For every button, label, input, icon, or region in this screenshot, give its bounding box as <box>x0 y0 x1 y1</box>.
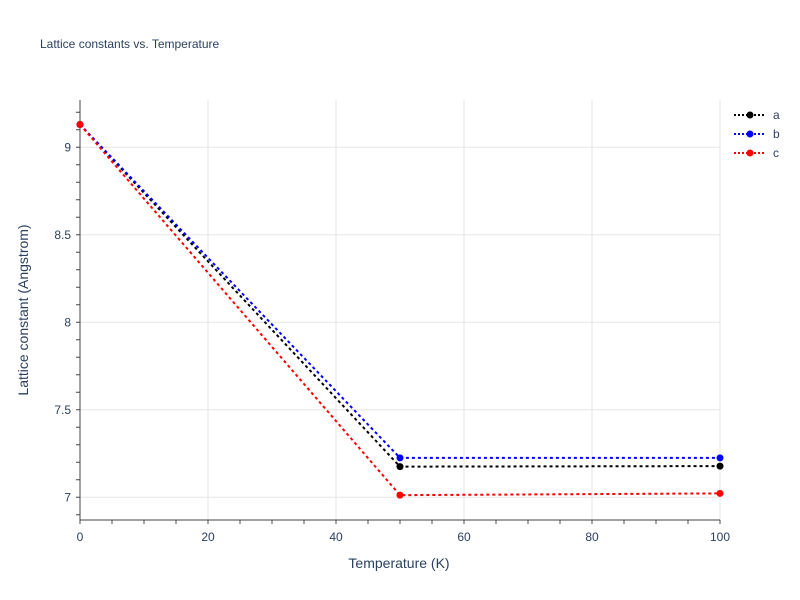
x-tick-label: 0 <box>77 530 84 544</box>
data-point-a <box>396 463 404 471</box>
grid <box>80 100 721 520</box>
y-tick-label: 8.5 <box>54 228 71 242</box>
x-axis-label: Temperature (K) <box>348 555 449 571</box>
series-line-b <box>79 123 720 459</box>
data-point-c <box>76 121 84 128</box>
y-axis-label: Lattice constant (Angstrom) <box>15 224 31 395</box>
axes: 0 20 40 60 80 100 7 7.5 8 8.5 9 <box>54 100 730 544</box>
data-point-b <box>396 454 404 462</box>
legend-marker-c <box>734 149 766 156</box>
legend-label-a: a <box>773 107 780 122</box>
x-tick-label: 40 <box>329 530 343 544</box>
y-tick-label: 7.5 <box>54 403 71 417</box>
legend-label-c: c <box>773 145 779 160</box>
y-tick-label: 8 <box>64 315 71 329</box>
x-tick-label: 60 <box>457 530 471 544</box>
legend-marker-a <box>734 111 766 118</box>
data-point-a <box>716 462 724 470</box>
y-tick-label: 9 <box>64 140 71 154</box>
series-line-c <box>79 123 721 497</box>
data-point-c <box>396 491 404 499</box>
x-tick-label: 20 <box>201 530 215 544</box>
legend-label-b: b <box>773 126 780 141</box>
legend-marker-b <box>734 130 766 137</box>
series-line-a <box>79 123 721 468</box>
legend-item-a[interactable]: a <box>732 105 780 124</box>
series-lines <box>76 121 724 499</box>
x-tick-label: 80 <box>585 530 599 544</box>
data-point-c <box>716 489 724 497</box>
y-tick-label: 7 <box>64 490 71 504</box>
legend[interactable]: a b c <box>732 105 780 162</box>
x-tick-label: 100 <box>710 530 730 544</box>
data-point-b <box>716 454 724 462</box>
legend-item-b[interactable]: b <box>732 124 780 143</box>
legend-item-c[interactable]: c <box>732 143 780 162</box>
chart-title: Lattice constants vs. Temperature <box>40 37 220 51</box>
